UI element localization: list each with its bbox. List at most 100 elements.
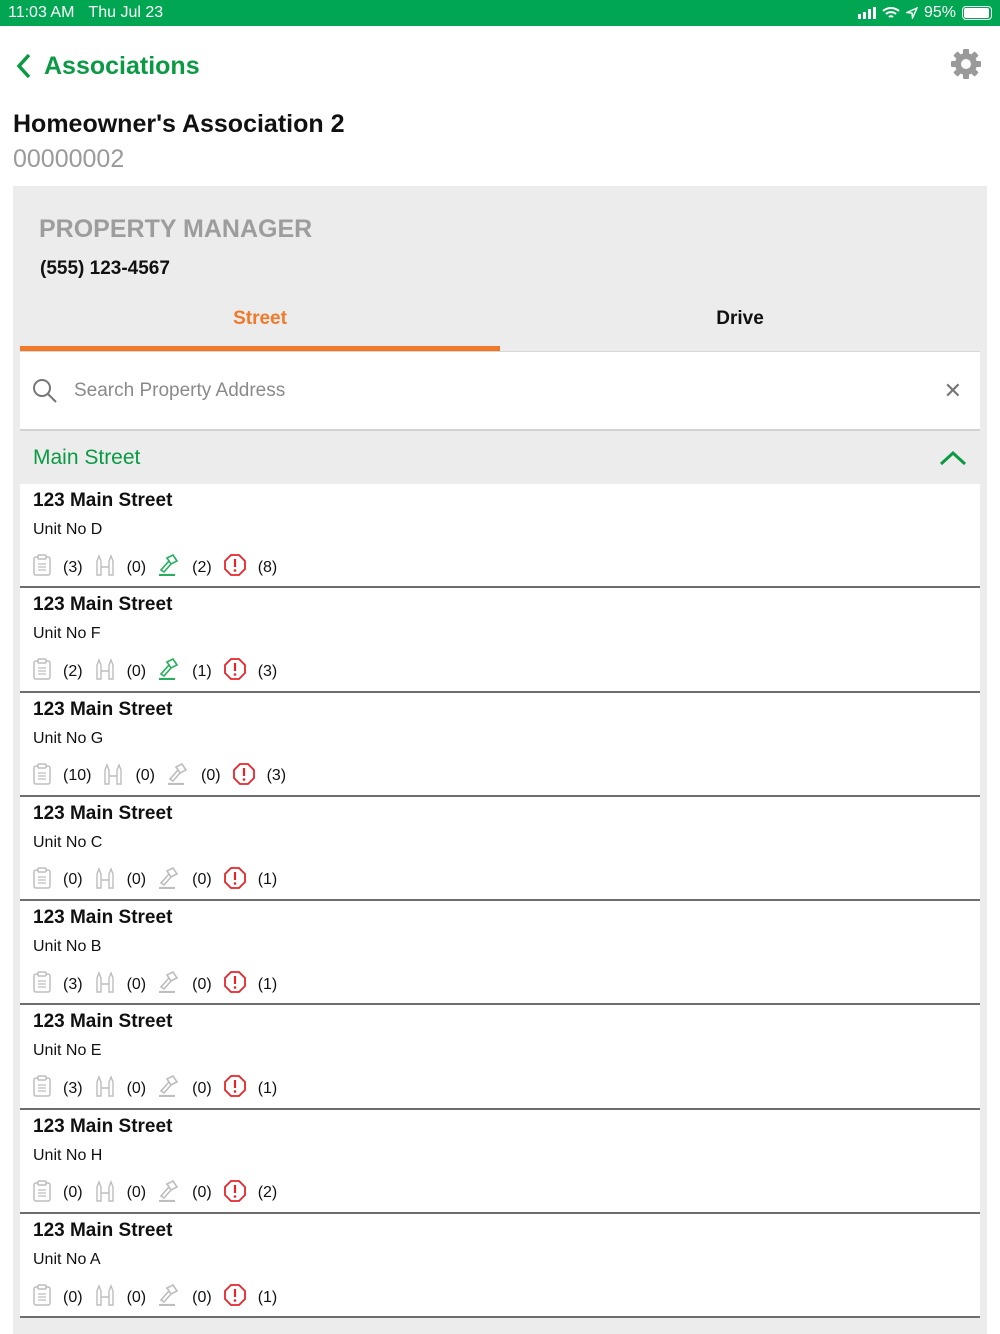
violations-count: (0) [201,767,221,785]
property-row[interactable]: 123 Main Street Unit No D (3) (0) (2) (8… [20,484,980,589]
property-unit: Unit No A [33,1251,101,1269]
signal-icon [857,7,876,19]
bottles-count: (0) [126,1184,147,1202]
alerts-count: (1) [257,1288,278,1306]
back-button[interactable]: Associations [16,52,200,81]
status-time: 11:03 AM [8,4,75,21]
property-address: 123 Main Street [33,490,173,511]
notes-count: (0) [63,871,83,889]
property-stats: (0) (0) (0) (1) [33,866,967,894]
notes-count: (0) [63,1288,83,1306]
alert-icon [223,1179,246,1207]
alert-icon [232,762,255,790]
property-stats: (3) (0) (0) (1) [33,1075,967,1102]
group-header-main-street[interactable]: Main Street [20,431,980,484]
notes-icon [33,762,51,790]
alert-icon [223,554,246,581]
property-unit: Unit No D [33,521,103,538]
battery-percent: 95% [923,4,956,21]
property-unit: Unit No F [33,625,101,643]
gavel-icon [158,1075,180,1102]
property-row[interactable]: 123 Main Street Unit No E (3) (0) (0) (1… [20,1005,980,1110]
search-bar: ✕ [20,352,980,431]
property-address: 123 Main Street [33,1115,173,1137]
property-unit: Unit No E [33,1042,102,1060]
violations-count: (0) [192,1079,212,1097]
gear-icon[interactable] [950,48,982,80]
association-panel: PROPERTY MANAGER (555) 123-4567 Street D… [13,186,987,1334]
property-unit: Unit No C [33,833,103,851]
gavel-icon [158,553,180,581]
bottles-icon [95,1284,115,1311]
bottles-count: (0) [126,871,147,889]
bottles-count: (0) [126,558,147,576]
alerts-count: (8) [257,558,278,576]
property-row[interactable]: 123 Main Street Unit No C (0) (0) (0) (1… [20,796,980,902]
notes-icon [33,867,51,894]
violations-count: (0) [192,1184,212,1202]
property-address: 123 Main Street [33,802,173,824]
location-icon [905,7,918,19]
property-list: 123 Main Street Unit No D (3) (0) (2) (8… [20,484,980,1319]
notes-count: (0) [63,1184,83,1202]
property-unit: Unit No B [33,938,102,956]
property-row[interactable]: 123 Main Street Unit No H (0) (0) (0) (2… [20,1109,980,1215]
bottles-count: (0) [135,767,156,785]
association-name: Homeowner's Association 2 [13,110,345,138]
notes-count: (3) [63,975,83,993]
notes-icon [33,1075,51,1102]
alerts-count: (3) [257,662,278,680]
gavel-icon [158,658,180,685]
alert-icon [223,1075,246,1102]
association-code: 00000002 [13,145,125,173]
violations-count: (0) [192,1288,212,1306]
property-unit: Unit No H [33,1146,103,1164]
bottles-icon [95,1179,115,1207]
property-address: 123 Main Street [33,1220,173,1242]
gavel-icon [167,762,189,790]
battery-icon [962,6,992,20]
property-stats: (3) (0) (0) (1) [33,971,967,998]
bottles-icon [95,867,115,894]
back-label: Associations [44,51,200,80]
gavel-icon [158,1284,180,1311]
bottles-icon [95,971,115,998]
notes-count: (3) [63,558,83,576]
property-address: 123 Main Street [33,907,173,929]
bottles-count: (0) [126,1079,147,1097]
property-row[interactable]: 123 Main Street Unit No A (0) (0) (0) (1… [20,1214,980,1319]
violations-count: (1) [192,662,212,680]
gavel-icon [158,866,180,894]
gavel-icon [158,971,180,998]
tab-drive[interactable]: Drive [716,308,764,329]
group-label: Main Street [33,445,141,469]
status-bar: 11:03 AM Thu Jul 23 95% [0,0,1000,26]
search-input[interactable] [74,379,944,402]
notes-count: (2) [63,662,83,680]
bottles-icon [103,762,123,790]
alert-icon [223,658,246,685]
clear-icon[interactable]: ✕ [943,377,962,403]
property-row[interactable]: 123 Main Street Unit No G (10) (0) (0) (… [20,692,980,797]
alerts-count: (1) [257,871,278,889]
alert-icon [223,866,246,894]
notes-icon [33,1180,51,1207]
chevron-up-icon[interactable] [939,450,967,466]
alert-icon [223,1284,246,1311]
bottles-icon [95,658,115,685]
alerts-count: (2) [257,1184,278,1202]
notes-icon [33,971,51,998]
property-unit: Unit No G [33,729,104,747]
tab-street[interactable]: Street [20,298,500,351]
property-row[interactable]: 123 Main Street Unit No B (3) (0) (0) (1… [20,901,980,1006]
manager-phone[interactable]: (555) 123-4567 [40,258,170,279]
search-icon [33,378,57,403]
alerts-count: (1) [257,975,278,993]
manager-label: PROPERTY MANAGER [39,215,313,243]
property-address: 123 Main Street [33,1011,173,1033]
notes-icon [33,554,51,581]
notes-count: (10) [63,767,92,785]
bottles-count: (0) [126,662,147,680]
property-address: 123 Main Street [33,698,173,720]
property-row[interactable]: 123 Main Street Unit No F (2) (0) (1) (3… [20,588,980,693]
